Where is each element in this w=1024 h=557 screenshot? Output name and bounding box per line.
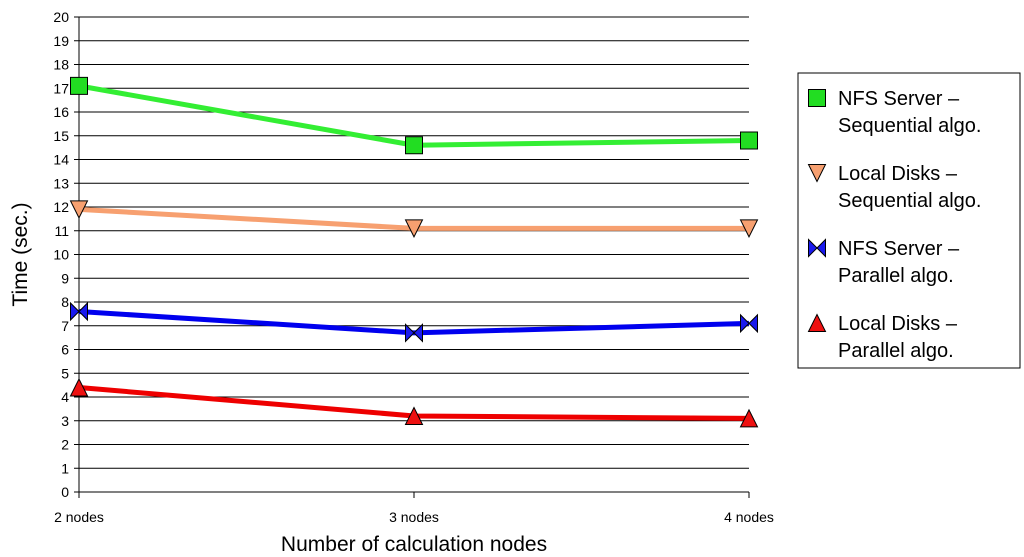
- data-point-marker: [69, 377, 89, 397]
- y-tick-label: 14: [53, 152, 69, 168]
- y-tick-label: 8: [61, 294, 69, 310]
- y-tick-label: 18: [53, 57, 69, 73]
- legend-label: Local Disks –: [838, 163, 958, 185]
- y-tick-label: 13: [53, 175, 69, 191]
- x-axis-ticks: 2 nodes 3 nodes 4 nodes: [54, 492, 774, 525]
- legend-label: Parallel algo.: [838, 265, 954, 287]
- data-point-marker: [404, 406, 424, 425]
- y-tick-label: 10: [53, 247, 69, 263]
- x-tick-label: 3 nodes: [389, 509, 439, 525]
- y-tick-label: 0: [61, 484, 69, 500]
- legend-marker: [808, 238, 826, 258]
- y-axis-title: Time (sec.): [9, 202, 32, 306]
- series-1: [70, 76, 758, 155]
- data-point-marker: [70, 76, 88, 95]
- legend-marker: [807, 313, 827, 332]
- y-tick-label: 9: [61, 270, 69, 286]
- y-tick-label: 1: [61, 460, 69, 476]
- x-axis-title: Number of calculation nodes: [281, 533, 547, 556]
- legend-label: Parallel algo.: [838, 340, 954, 362]
- legend-entry: NFS Server – Sequential algo.: [808, 88, 981, 137]
- x-tick-label: 4 nodes: [724, 509, 774, 525]
- gridlines: [79, 16, 749, 493]
- y-tick-label: 7: [61, 318, 69, 334]
- data-point-marker: [404, 219, 424, 238]
- data-point-marker: [69, 200, 89, 219]
- y-tick-label: 4: [61, 389, 69, 405]
- data-point-marker: [405, 136, 423, 155]
- legend-label: Local Disks –: [838, 313, 958, 335]
- data-point-marker: [70, 301, 88, 322]
- data-point-marker: [739, 219, 759, 238]
- series-group: [69, 76, 759, 428]
- legend-label: Sequential algo.: [838, 115, 981, 137]
- data-point-marker: [405, 323, 423, 343]
- data-point-marker: [739, 408, 759, 428]
- y-tick-label: 3: [61, 413, 69, 429]
- y-tick-label: 2: [61, 437, 69, 453]
- legend-box: [797, 72, 1021, 369]
- y-tick-label: 16: [53, 104, 69, 120]
- y-tick-label: 17: [53, 80, 69, 96]
- y-tick-label: 11: [54, 223, 69, 239]
- legend-entry: NFS Server – Parallel algo.: [808, 238, 960, 287]
- y-tick-label: 12: [53, 199, 69, 215]
- y-tick-label: 15: [53, 128, 69, 144]
- y-tick-label: 6: [61, 342, 69, 358]
- series-line: [78, 309, 750, 336]
- series-3: [70, 301, 758, 343]
- series-4: [69, 377, 759, 428]
- y-tick-label: 5: [61, 365, 69, 381]
- data-point-marker: [740, 131, 758, 150]
- data-point-marker: [740, 313, 758, 334]
- series-2: [69, 200, 759, 238]
- legend-entry: Local Disks – Parallel algo.: [807, 313, 958, 362]
- legend-label: Sequential algo.: [838, 190, 981, 212]
- legend-label: NFS Server –: [838, 88, 960, 110]
- y-tick-label: 20: [53, 9, 69, 25]
- legend: NFS Server –Sequential algo.Local Disks …: [797, 72, 1021, 369]
- legend-marker: [807, 164, 827, 183]
- legend-marker: [808, 89, 826, 107]
- legend-label: NFS Server –: [838, 238, 960, 260]
- y-tick-label: 19: [53, 33, 69, 49]
- legend-entry: Local Disks – Sequential algo.: [807, 163, 981, 212]
- x-tick-label: 2 nodes: [54, 509, 104, 525]
